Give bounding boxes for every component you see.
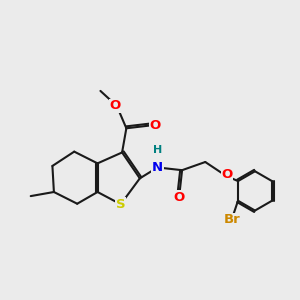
Text: Br: Br	[224, 213, 241, 226]
Text: O: O	[174, 191, 185, 204]
Text: O: O	[110, 99, 121, 112]
Text: S: S	[116, 198, 125, 211]
Text: O: O	[221, 168, 233, 181]
Text: N: N	[152, 161, 163, 174]
Text: H: H	[153, 145, 162, 155]
Text: O: O	[149, 119, 161, 132]
